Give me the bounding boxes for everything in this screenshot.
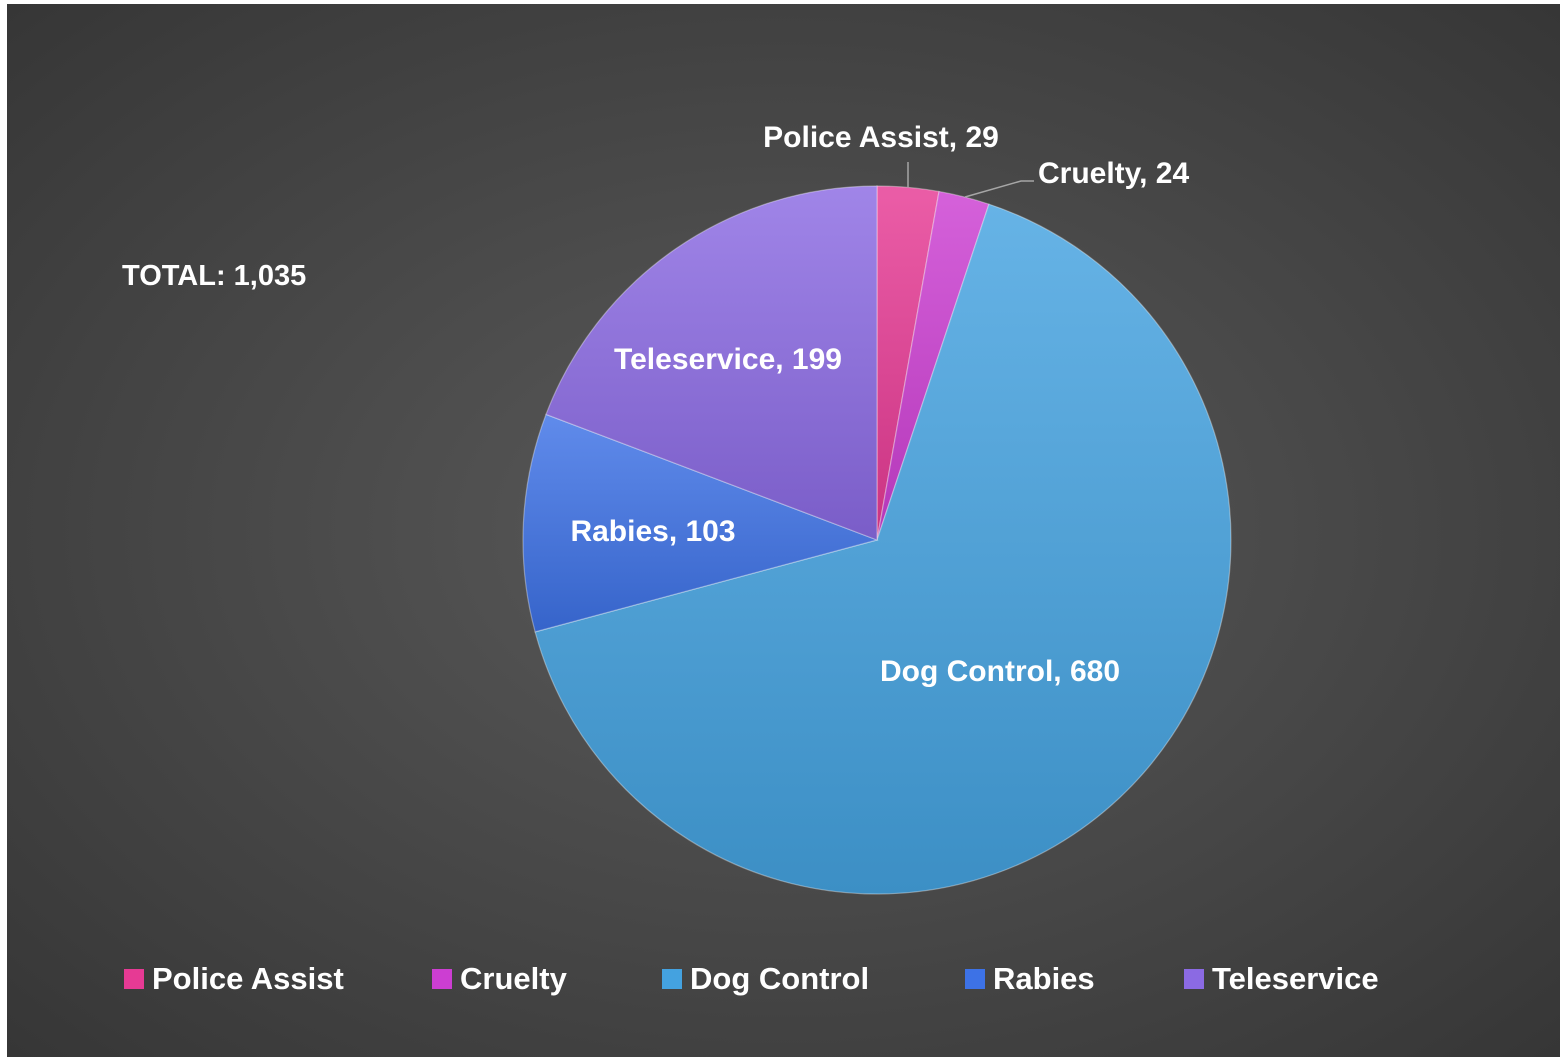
pie-slice-rabies bbox=[522, 413, 879, 633]
pie-slice-dog-control bbox=[534, 203, 1232, 895]
legend-swatch-dog-control bbox=[662, 969, 682, 989]
legend-label-rabies: Rabies bbox=[993, 961, 1095, 996]
pie-slices bbox=[522, 185, 1232, 895]
legend-label-cruelty: Cruelty bbox=[460, 961, 567, 996]
data-label-rabies: Rabies, 103 bbox=[570, 515, 735, 548]
legend-item-dog-control: Dog Control bbox=[662, 959, 869, 999]
data-label-cruelty: Cruelty, 24 bbox=[1038, 157, 1189, 190]
legend-item-teleservice: Teleservice bbox=[1184, 959, 1379, 999]
legend-label-teleservice: Teleservice bbox=[1212, 961, 1379, 996]
pie-chart: TOTAL: 1,035 Police Assist, 29 Cruelty, … bbox=[122, 121, 1232, 895]
pie-slice-cruelty bbox=[876, 190, 990, 541]
data-label-dog-control: Dog Control, 680 bbox=[880, 655, 1120, 688]
total-label: TOTAL: 1,035 bbox=[122, 260, 306, 292]
legend-label-police-assist: Police Assist bbox=[152, 961, 344, 996]
data-label-teleservice: Teleservice, 199 bbox=[614, 343, 842, 376]
legend-label-dog-control: Dog Control bbox=[690, 961, 870, 996]
pie-slice-police-assist bbox=[876, 185, 940, 541]
legend-item-police-assist: Police Assist bbox=[124, 959, 344, 999]
data-label-police-assist: Police Assist, 29 bbox=[763, 121, 999, 154]
legend-item-cruelty: Cruelty bbox=[432, 959, 567, 999]
chart-area: TOTAL: 1,035 Police Assist, 29 Cruelty, … bbox=[7, 4, 1560, 1057]
legend-swatch-teleservice bbox=[1184, 969, 1204, 989]
legend-item-rabies: Rabies bbox=[965, 959, 1095, 999]
legend-swatch-rabies bbox=[965, 969, 985, 989]
pie-slice-teleservice bbox=[545, 185, 878, 541]
legend: Police Assist Cruelty Dog Control Rabies… bbox=[7, 959, 1560, 999]
legend-swatch-cruelty bbox=[432, 969, 452, 989]
leader-lines bbox=[907, 162, 1034, 198]
data-labels: TOTAL: 1,035 Police Assist, 29 Cruelty, … bbox=[122, 121, 1189, 688]
legend-swatch-police-assist bbox=[124, 969, 144, 989]
leader-line-cruelty bbox=[964, 180, 1034, 198]
